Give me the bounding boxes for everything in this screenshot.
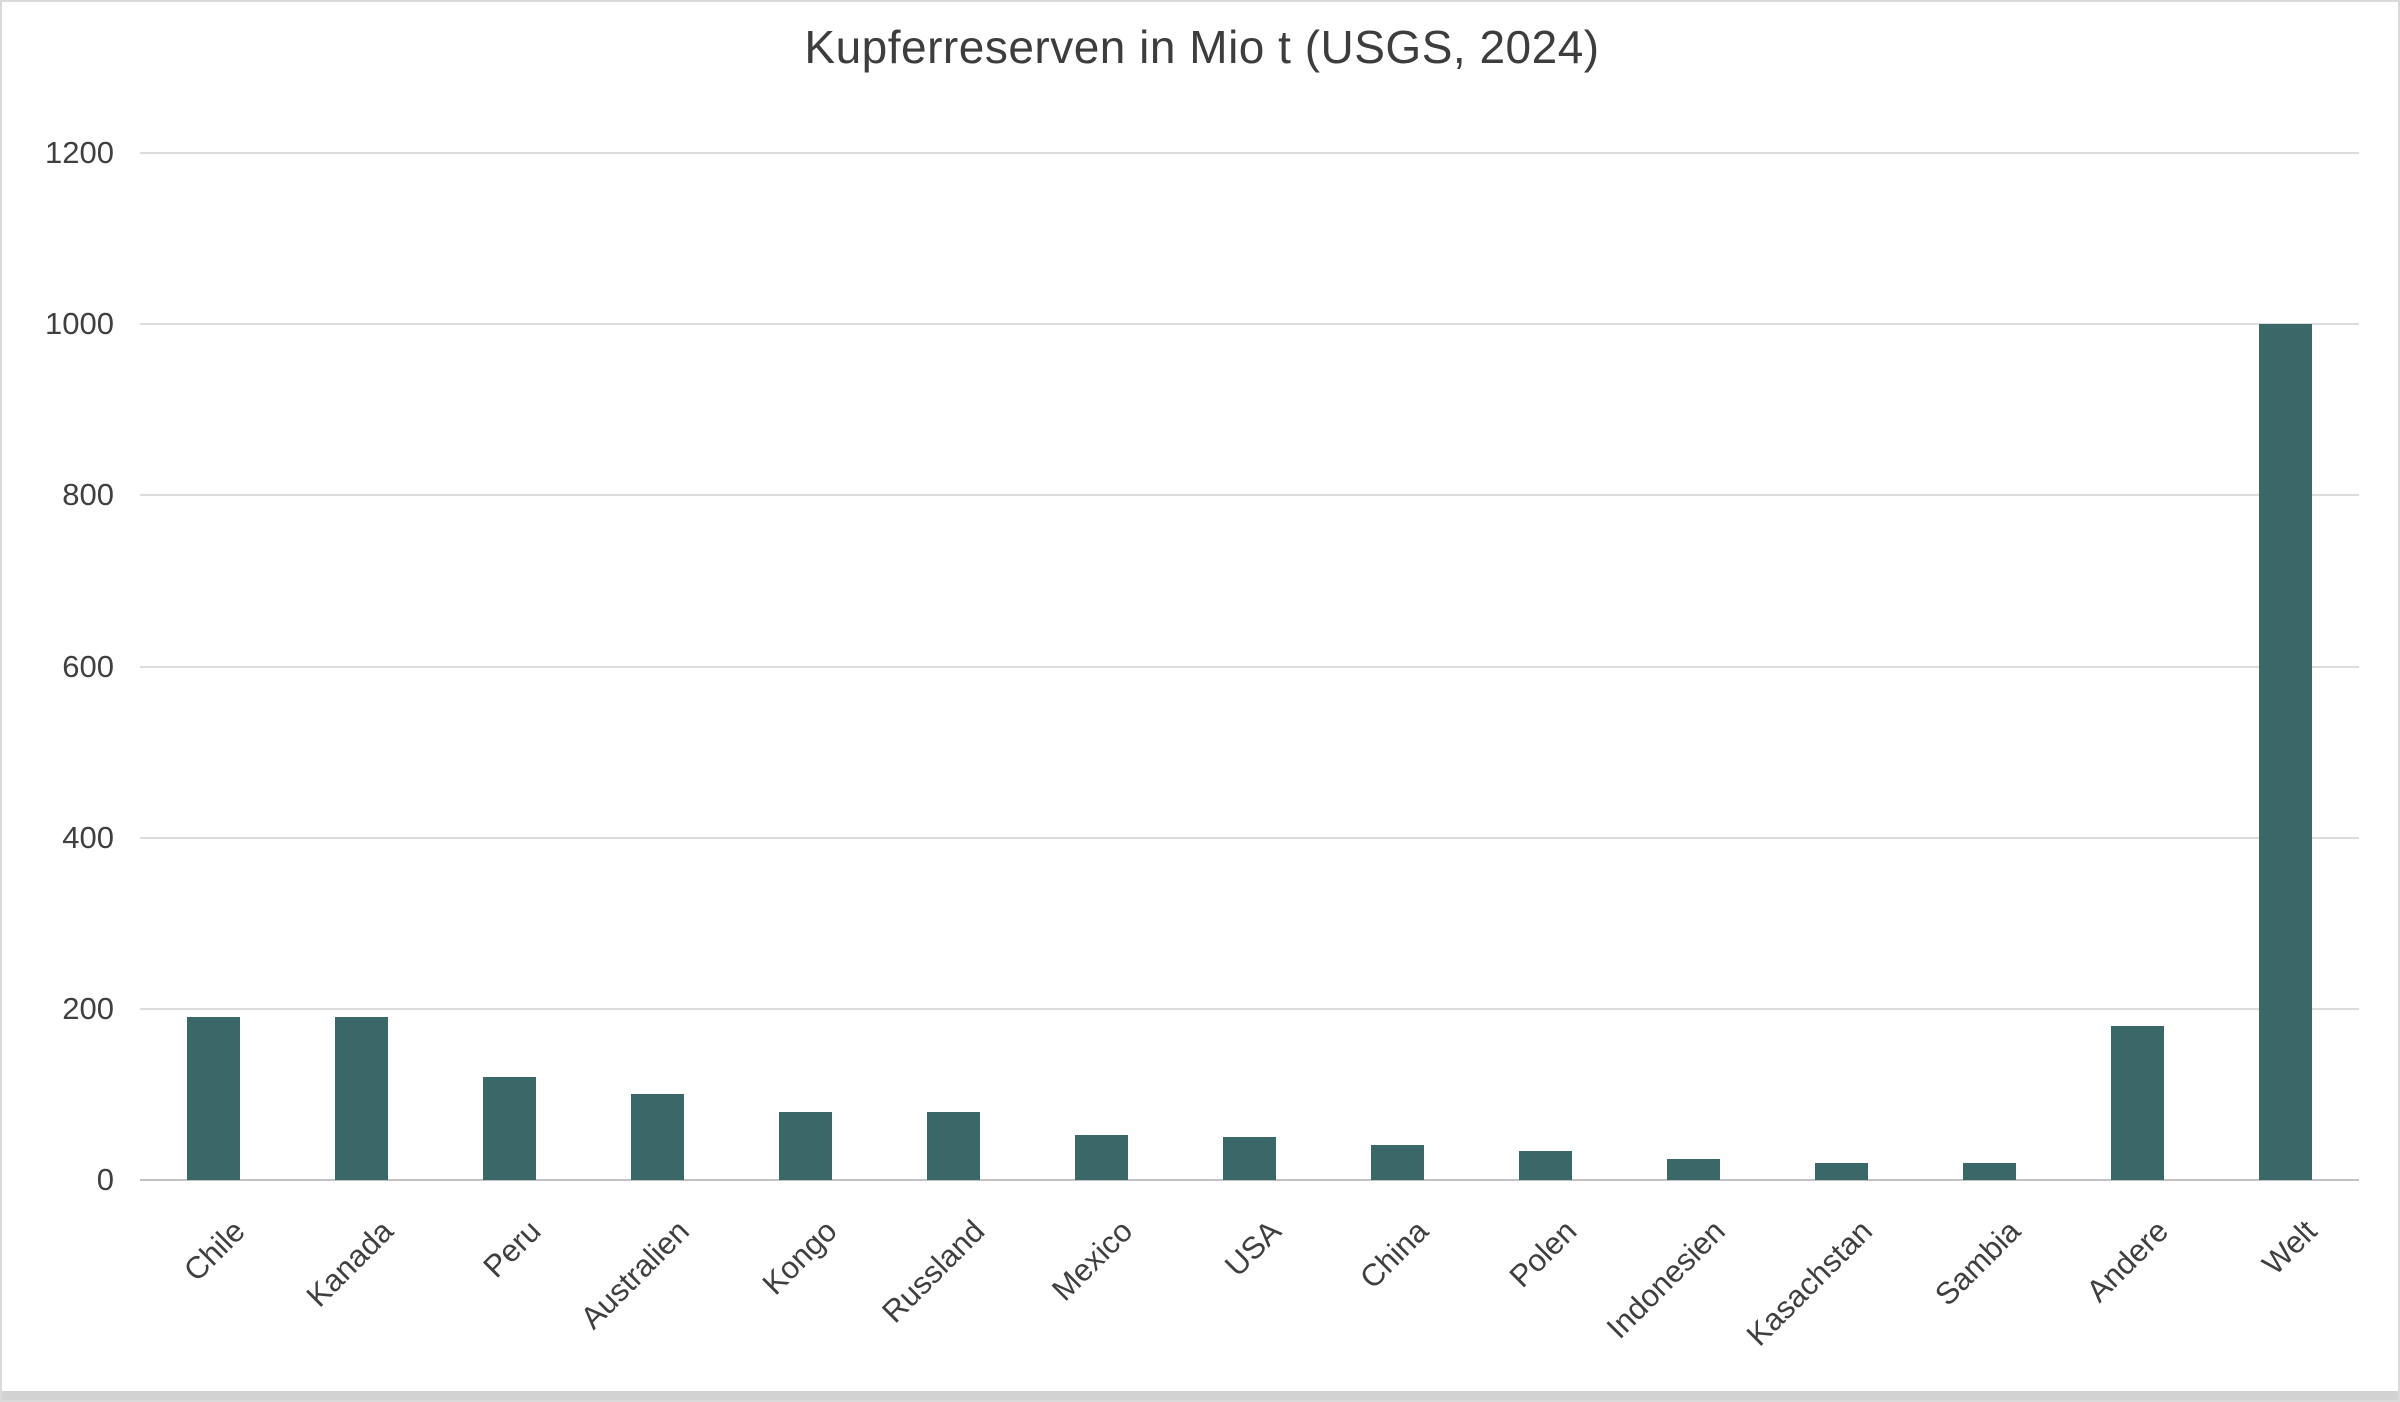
bar-welt: [2258, 324, 2312, 1180]
bar-china: [1370, 1144, 1424, 1180]
x-tick-label: China: [1353, 1213, 1436, 1296]
bar-usa: [1223, 1137, 1276, 1180]
bar-polen: [1518, 1150, 1572, 1180]
bar-australien: [631, 1094, 685, 1180]
x-tick-label: Kasachstan: [1739, 1213, 1880, 1353]
x-tick-label: Polen: [1502, 1213, 1584, 1295]
x-tick-label: USA: [1217, 1213, 1288, 1284]
bar-kasachstan: [1814, 1162, 1868, 1180]
y-tick-label: 1200: [45, 135, 114, 170]
x-tick-label: Chile: [177, 1213, 253, 1289]
x-tick-label: Australien: [573, 1213, 696, 1336]
bar-mexico: [1075, 1134, 1129, 1180]
x-tick-label: Indonesien: [1599, 1213, 1732, 1346]
bar-indonesien: [1666, 1159, 1720, 1180]
y-tick-label: 600: [62, 648, 114, 684]
y-tick-label: 0: [96, 1162, 114, 1197]
gridline: [140, 1007, 2359, 1010]
x-tick-label: Welt: [2254, 1213, 2324, 1282]
x-tick-label: Mexico: [1045, 1213, 1140, 1308]
x-axis-line: [140, 1179, 2359, 1181]
bar-kanada: [335, 1017, 389, 1180]
chart-title: Kupferreserven in Mio t (USGS, 2024): [804, 21, 1600, 73]
x-tick-label: Sambia: [1928, 1213, 2028, 1313]
y-tick-label: 200: [62, 990, 114, 1026]
gridline: [140, 152, 2359, 154]
bar-russland: [927, 1111, 981, 1180]
bar-chile: [187, 1017, 241, 1180]
bar-peru: [483, 1077, 537, 1180]
y-tick-label: 1000: [45, 306, 114, 342]
gridline: [140, 665, 2359, 668]
gridline: [140, 494, 2359, 497]
x-tick-label: Kanada: [299, 1213, 400, 1314]
x-tick-label: Russland: [875, 1213, 992, 1330]
bar-kongo: [779, 1111, 833, 1180]
gridline: [140, 323, 2359, 326]
x-tick-label: Andere: [2079, 1213, 2176, 1309]
x-tick-label: Kongo: [755, 1213, 844, 1302]
y-tick-label: 400: [62, 819, 114, 855]
bar-sambia: [1962, 1162, 2016, 1180]
bar-andere: [2110, 1025, 2164, 1180]
y-tick-label: 800: [62, 477, 114, 513]
gridline: [140, 836, 2359, 839]
x-tick-label: Peru: [476, 1213, 548, 1285]
bottom-edge-strip: [2, 1391, 2398, 1400]
